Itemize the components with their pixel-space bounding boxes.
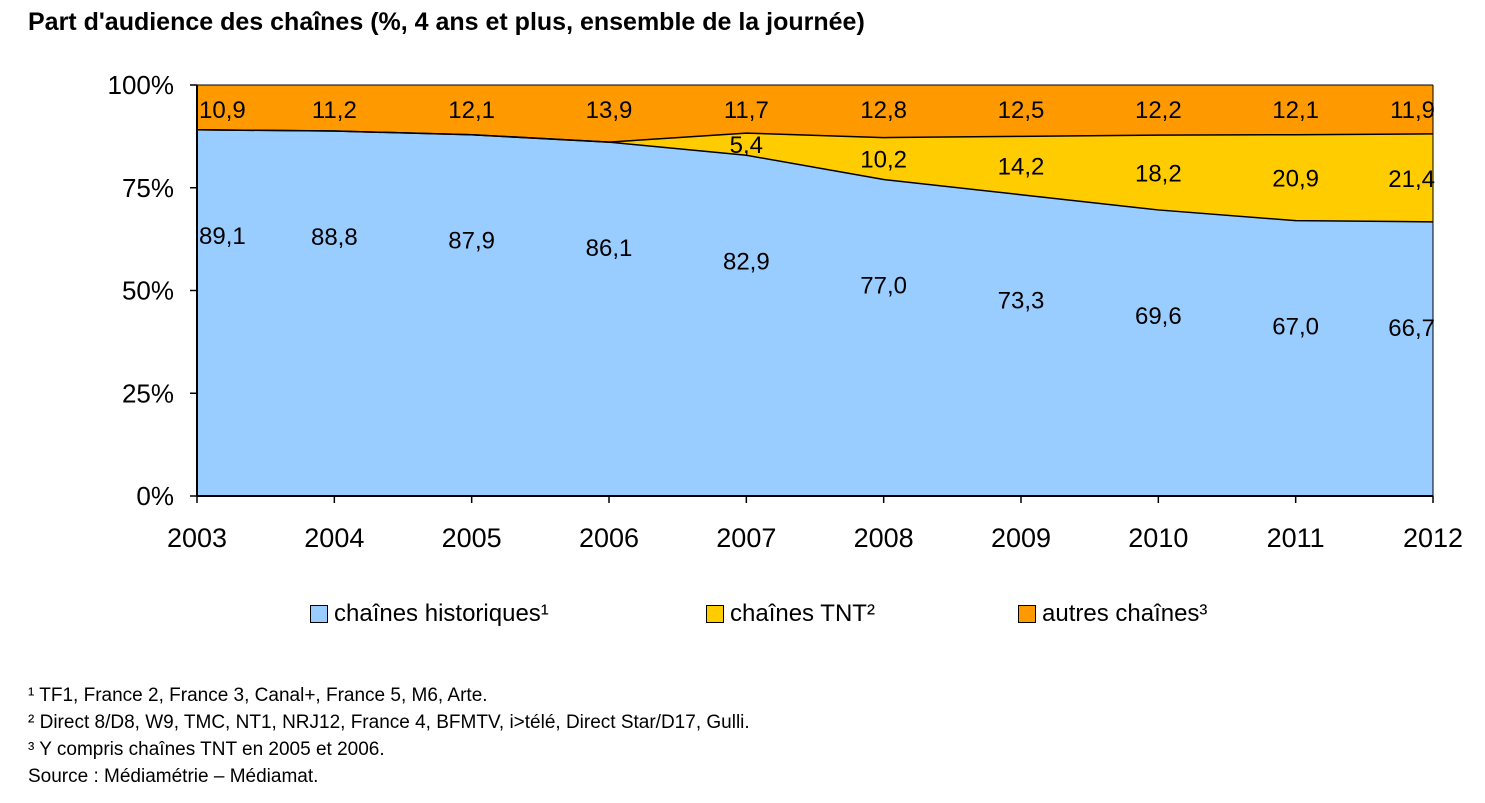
data-label-tnt-2009: 14,2 <box>998 154 1045 181</box>
y-tick-label: 50% <box>122 276 174 306</box>
data-label-tnt-2012: 21,4 <box>1388 166 1435 193</box>
data-label-historiques-2009: 73,3 <box>998 288 1045 315</box>
boundary-line-tnt <box>196 129 1434 143</box>
data-label-autres-2005: 12,1 <box>448 97 495 124</box>
legend-swatch-autres <box>1018 605 1036 623</box>
legend: chaînes historiques¹ chaînes TNT² autres… <box>0 600 1485 632</box>
x-tick-label-2004: 2004 <box>304 523 364 553</box>
data-label-historiques-2011: 67,0 <box>1272 314 1319 341</box>
footnote-1: ¹ TF1, France 2, France 3, Canal+, Franc… <box>28 685 488 706</box>
data-label-autres-2009: 12,5 <box>998 97 1045 124</box>
data-label-autres-2007: 11,7 <box>724 97 769 124</box>
x-tick-label-2009: 2009 <box>991 523 1051 553</box>
data-label-tnt-2011: 20,9 <box>1272 166 1319 193</box>
data-label-tnt-2008: 10,2 <box>860 147 907 174</box>
data-label-historiques-2006: 86,1 <box>586 235 633 262</box>
y-tick-label: 75% <box>122 173 174 203</box>
area-autres <box>197 85 1433 143</box>
data-label-historiques-2005: 87,9 <box>448 228 495 255</box>
data-label-historiques-2007: 82,9 <box>723 248 770 275</box>
legend-label-autres: autres chaînes³ <box>1042 600 1208 627</box>
data-label-autres-2012: 11,9 <box>1390 97 1435 124</box>
legend-label-historiques: chaînes historiques¹ <box>334 600 549 627</box>
chart-title: Part d'audience des chaînes (%, 4 ans et… <box>28 8 865 36</box>
legend-item-historiques: chaînes historiques¹ <box>310 600 549 628</box>
footnote-2: ² Direct 8/D8, W9, TMC, NT1, NRJ12, Fran… <box>28 712 750 733</box>
data-label-tnt-2010: 18,2 <box>1135 161 1182 188</box>
data-label-autres-2004: 11,2 <box>312 97 357 124</box>
x-tick-label-2005: 2005 <box>442 523 502 553</box>
data-label-autres-2008: 12,8 <box>860 97 907 124</box>
legend-label-tnt: chaînes TNT² <box>730 600 875 627</box>
data-label-historiques-2003: 89,1 <box>199 223 246 250</box>
footnotes: ¹ TF1, France 2, France 3, Canal+, Franc… <box>28 682 750 790</box>
data-label-historiques-2004: 88,8 <box>311 224 358 251</box>
x-tick-label-2011: 2011 <box>1267 523 1325 553</box>
source-note: Source : Médiamétrie – Médiamat. <box>28 766 319 787</box>
x-tick-label-2006: 2006 <box>579 523 639 553</box>
data-label-autres-2006: 13,9 <box>586 97 633 124</box>
footnote-3: ³ Y compris chaînes TNT en 2005 et 2006. <box>28 739 385 760</box>
x-tick-label-2010: 2010 <box>1128 523 1188 553</box>
x-tick-label-2012: 2012 <box>1403 523 1463 553</box>
x-tick-label-2008: 2008 <box>854 523 914 553</box>
y-tick-label: 100% <box>108 70 175 100</box>
data-label-autres-2011: 12,1 <box>1272 97 1319 124</box>
legend-swatch-tnt <box>706 605 724 623</box>
x-tick-label-2003: 2003 <box>167 523 227 553</box>
data-label-autres-2010: 12,2 <box>1135 97 1182 124</box>
legend-item-tnt: chaînes TNT² <box>706 600 875 628</box>
x-tick-label-2007: 2007 <box>716 523 776 553</box>
area-tnt <box>197 129 1433 222</box>
data-label-historiques-2012: 66,7 <box>1388 315 1435 342</box>
legend-item-autres: autres chaînes³ <box>1018 600 1207 628</box>
area-historiques <box>197 129 1433 497</box>
data-label-historiques-2010: 69,6 <box>1135 303 1182 330</box>
data-label-autres-2003: 10,9 <box>199 97 246 124</box>
data-label-historiques-2008: 77,0 <box>860 273 907 300</box>
legend-swatch-historiques <box>310 605 328 623</box>
y-tick-label: 0% <box>136 481 174 511</box>
y-tick-label: 25% <box>122 378 174 408</box>
chart-svg: 89,1 88,8 87,9 86,1 82,9 77,0 73,3 69,6 67,0 66,7… <box>108 70 1464 553</box>
